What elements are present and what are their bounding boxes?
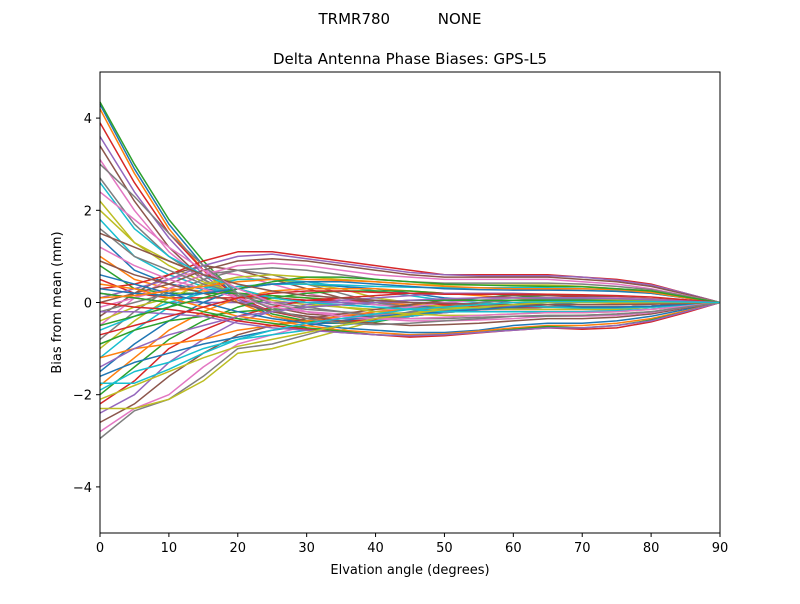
x-tick-label: 60 [505, 541, 522, 556]
series-line-55 [99, 297, 721, 368]
series-line-54 [99, 290, 721, 336]
x-axis-label: Elvation angle (degrees) [330, 563, 489, 578]
tick-layer: 0 10 20 30 40 50 60 70 80 90 −4 −2 0 2 4 [73, 112, 728, 556]
x-tick-label: 70 [574, 541, 591, 556]
series-line-60 [100, 300, 721, 384]
x-tick-label: 90 [712, 541, 729, 556]
plot-frame [99, 71, 721, 534]
x-tick-label: 50 [436, 541, 453, 556]
x-tick-label: 30 [298, 541, 315, 556]
series-line-27 [99, 297, 721, 433]
x-tick-label: 10 [161, 541, 178, 556]
chart-title: Delta Antenna Phase Biases: GPS-L5 [273, 50, 547, 68]
series-line-51 [99, 281, 721, 304]
series-line-47 [99, 246, 721, 322]
series-line-34 [99, 251, 721, 304]
series-layer [99, 101, 721, 440]
series-line-45 [100, 301, 721, 337]
y-tick-label: −4 [73, 481, 92, 496]
series-line-44 [99, 301, 721, 338]
x-tick-label: 20 [230, 541, 247, 556]
y-tick-label: 2 [84, 204, 92, 219]
y-tick-label: 0 [84, 297, 92, 312]
series-line-56 [99, 232, 721, 306]
x-tick-label: 0 [96, 541, 104, 556]
x-tick-label: 40 [367, 541, 384, 556]
y-tick-label: 4 [84, 112, 92, 127]
series-line-58 [99, 163, 721, 326]
y-tick-label: −2 [73, 389, 92, 404]
series-line-52 [99, 278, 721, 304]
figure-suptitle: TRMR780 NONE [318, 10, 482, 28]
series-line-41 [99, 274, 721, 334]
x-tick-label: 80 [643, 541, 660, 556]
series-line-59 [99, 301, 720, 400]
series-line-53 [99, 276, 721, 327]
series-line-57 [99, 191, 721, 320]
y-axis-label: Bias from mean (mm) [50, 231, 65, 373]
